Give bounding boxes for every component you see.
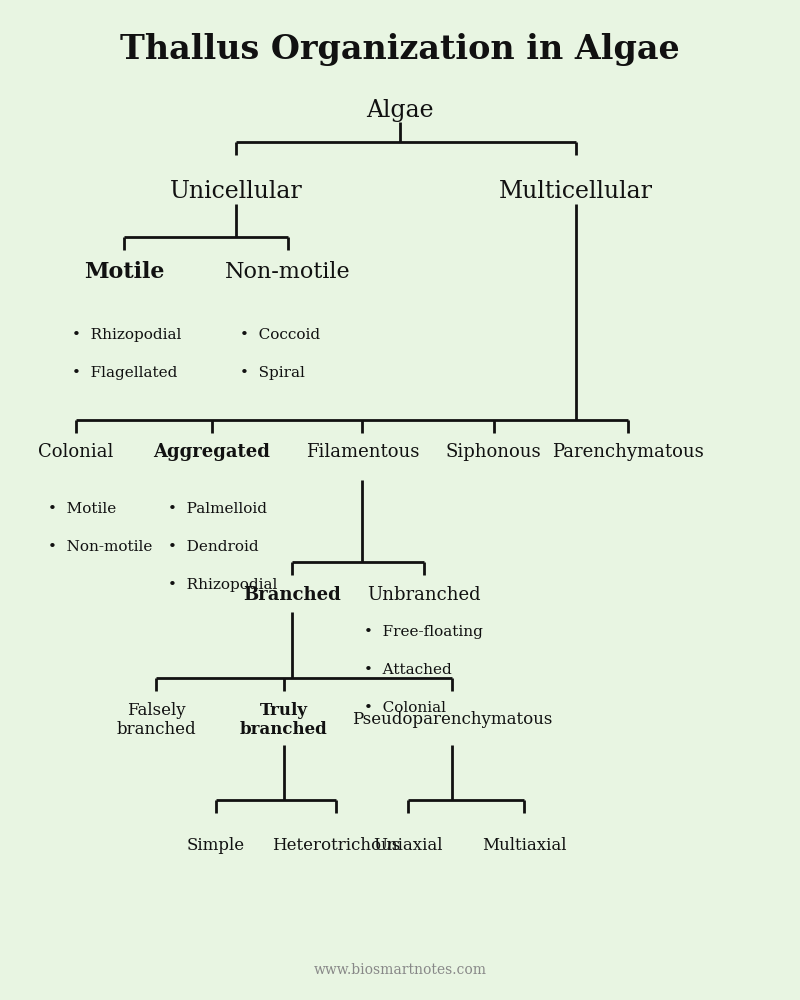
Text: Falsely
branched: Falsely branched — [116, 702, 196, 738]
Text: Branched: Branched — [243, 586, 341, 604]
Text: Simple: Simple — [187, 836, 245, 854]
Text: Heterotrichous: Heterotrichous — [272, 836, 400, 854]
Text: Colonial: Colonial — [38, 443, 114, 461]
Text: •  Dendroid: • Dendroid — [168, 540, 258, 554]
Text: Algae: Algae — [366, 99, 434, 121]
Text: •  Palmelloid: • Palmelloid — [168, 502, 267, 516]
Text: Multicellular: Multicellular — [499, 180, 653, 204]
Text: Truly
branched: Truly branched — [240, 702, 328, 738]
Text: Multiaxial: Multiaxial — [482, 836, 566, 854]
Text: Motile: Motile — [84, 261, 164, 283]
Text: www.biosmartnotes.com: www.biosmartnotes.com — [314, 963, 486, 977]
Text: •  Flagellated: • Flagellated — [72, 366, 178, 380]
Text: Siphonous: Siphonous — [446, 443, 542, 461]
Text: Pseudoparenchymatous: Pseudoparenchymatous — [352, 712, 552, 728]
Text: •  Motile: • Motile — [48, 502, 116, 516]
Text: •  Spiral: • Spiral — [240, 366, 305, 380]
Text: •  Free-floating: • Free-floating — [364, 625, 483, 639]
Text: •  Coccoid: • Coccoid — [240, 328, 320, 342]
Text: •  Non-motile: • Non-motile — [48, 540, 152, 554]
Text: Uniaxial: Uniaxial — [374, 836, 442, 854]
Text: •  Rhizopodial: • Rhizopodial — [72, 328, 182, 342]
Text: •  Attached: • Attached — [364, 663, 452, 677]
Text: Unbranched: Unbranched — [367, 586, 481, 604]
Text: •  Colonial: • Colonial — [364, 701, 446, 715]
Text: Aggregated: Aggregated — [154, 443, 270, 461]
Text: Filamentous: Filamentous — [306, 443, 419, 461]
Text: Non-motile: Non-motile — [225, 261, 351, 283]
Text: Parenchymatous: Parenchymatous — [552, 443, 704, 461]
Text: Thallus Organization in Algae: Thallus Organization in Algae — [120, 33, 680, 66]
Text: Unicellular: Unicellular — [170, 180, 302, 204]
Text: •  Rhizopodial: • Rhizopodial — [168, 578, 278, 592]
